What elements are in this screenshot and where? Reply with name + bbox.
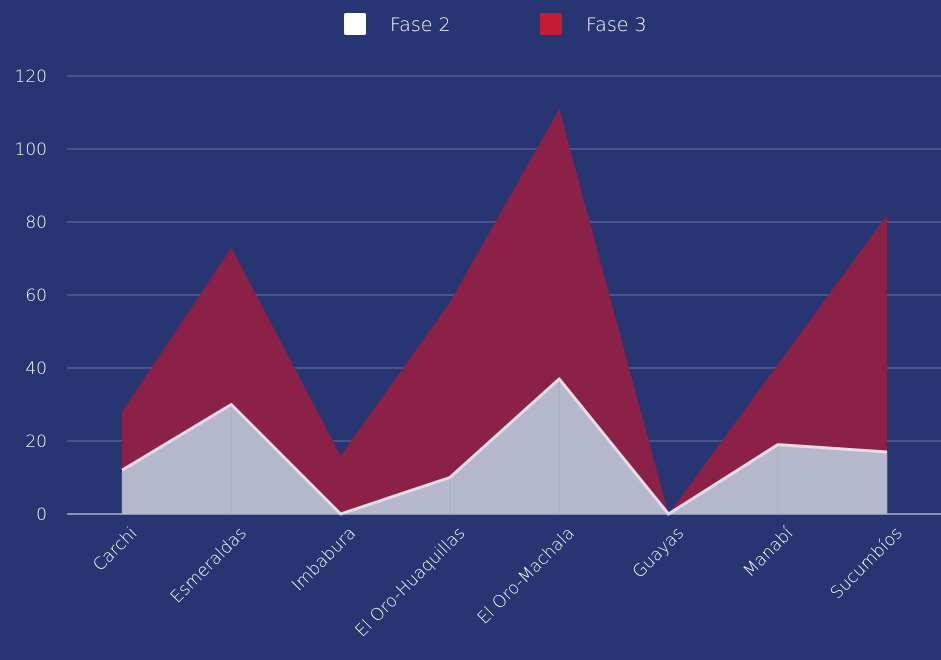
y-tick-label: 80 bbox=[25, 213, 47, 233]
x-tick-label: Sucumbíos bbox=[827, 523, 907, 603]
x-tick-label: Guayas bbox=[629, 523, 688, 582]
x-tick-label: Imbabura bbox=[288, 523, 360, 595]
legend-swatch-fase-3 bbox=[540, 13, 562, 35]
legend-label-fase-2: Fase 2 bbox=[390, 14, 451, 36]
y-tick-label: 60 bbox=[25, 286, 47, 306]
series-area-fase-3[interactable] bbox=[122, 108, 888, 514]
y-axis: 0 20 40 60 80 100 120 bbox=[15, 67, 47, 525]
series-area-fase-2[interactable] bbox=[122, 378, 888, 514]
x-tick-label: Manabí bbox=[739, 523, 797, 581]
y-tick-label: 120 bbox=[15, 67, 47, 87]
legend-label-fase-3: Fase 3 bbox=[586, 14, 647, 36]
x-tick-label: Carchi bbox=[89, 523, 141, 575]
legend-item-fase-3[interactable]: Fase 3 bbox=[540, 13, 647, 36]
series-line-fase-2 bbox=[121, 377, 888, 516]
legend-item-fase-2[interactable]: Fase 2 bbox=[344, 13, 451, 36]
x-tick-label: El Oro-Machala bbox=[474, 523, 579, 628]
legend-swatch-fase-2 bbox=[344, 13, 366, 35]
y-tick-label: 100 bbox=[15, 140, 47, 160]
y-tick-label: 0 bbox=[36, 505, 47, 525]
y-tick-label: 20 bbox=[25, 432, 47, 452]
series-areas bbox=[121, 108, 888, 516]
y-tick-label: 40 bbox=[25, 359, 47, 379]
x-tick-label: El Oro-Huaquillas bbox=[352, 523, 470, 641]
x-tick-label: Esmeraldas bbox=[167, 523, 251, 607]
legend: Fase 2 Fase 3 bbox=[344, 13, 647, 36]
